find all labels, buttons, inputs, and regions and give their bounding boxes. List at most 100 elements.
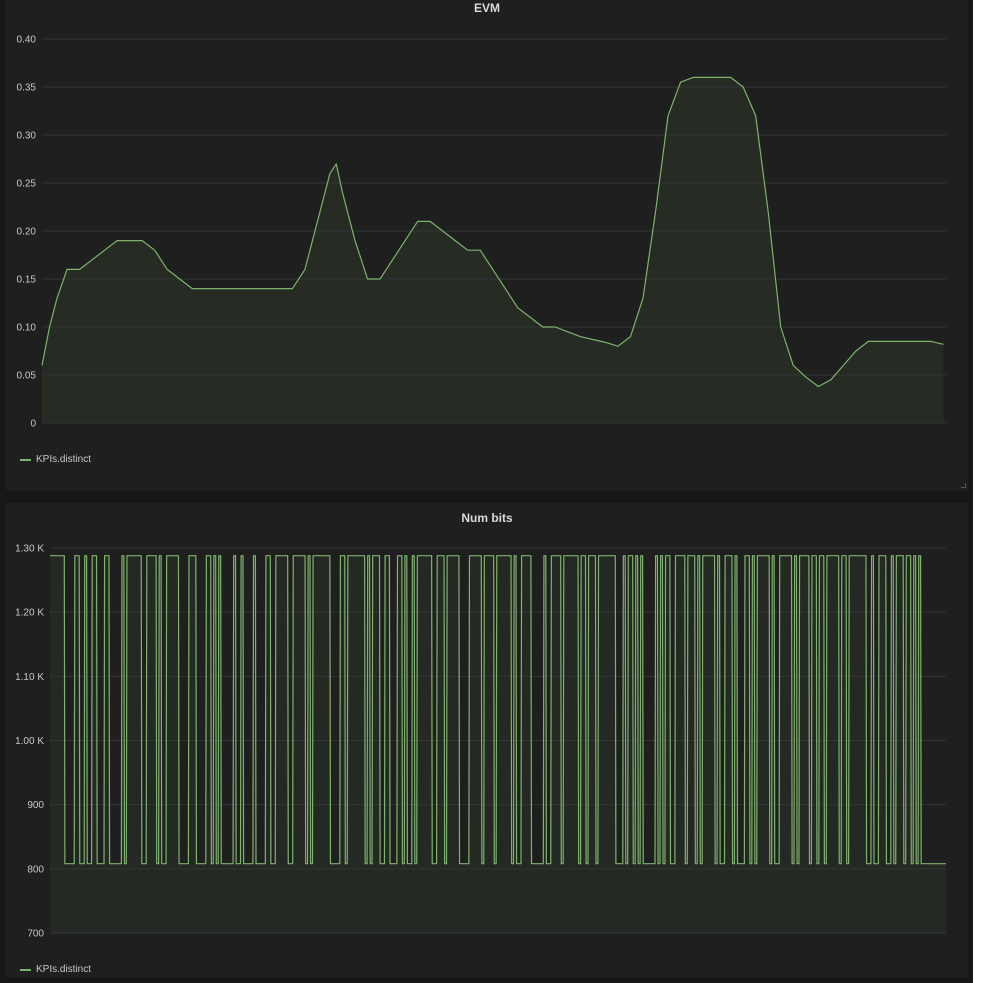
y-tick-label: 0.05 xyxy=(17,371,37,382)
data-point xyxy=(805,376,807,378)
y-tick-label: 1.10 K xyxy=(15,672,44,683)
data-point xyxy=(529,316,531,318)
data-point xyxy=(717,76,719,78)
data-point xyxy=(842,364,844,366)
data-point xyxy=(316,220,318,222)
data-point xyxy=(291,287,293,289)
data-point xyxy=(679,81,681,83)
data-point xyxy=(479,249,481,251)
num-bits-legend-label[interactable]: KPIs.distinct xyxy=(36,964,92,975)
data-point xyxy=(504,287,506,289)
data-point xyxy=(166,268,168,270)
data-point xyxy=(56,297,58,299)
data-point xyxy=(729,76,731,78)
y-tick-label: 700 xyxy=(27,929,44,940)
data-point xyxy=(830,379,832,381)
y-tick-label: 0.40 xyxy=(17,35,37,46)
y-tick-label: 800 xyxy=(27,864,44,875)
evm-chart: 00.050.100.150.200.250.300.350.4000:3400… xyxy=(17,35,946,430)
data-point xyxy=(454,239,456,241)
data-point xyxy=(78,268,80,270)
y-tick-label: 0.35 xyxy=(17,83,37,94)
data-point xyxy=(817,385,819,387)
data-point xyxy=(441,230,443,232)
data-point xyxy=(329,172,331,174)
data-point xyxy=(429,220,431,222)
data-point xyxy=(517,307,519,309)
data-point xyxy=(754,115,756,117)
evm-panel-title[interactable]: EVM xyxy=(473,1,500,15)
data-point xyxy=(66,268,68,270)
data-point xyxy=(892,340,894,342)
data-point xyxy=(416,220,418,222)
data-point xyxy=(341,191,343,193)
y-tick-label: 0.30 xyxy=(17,131,37,142)
data-point xyxy=(48,326,50,328)
data-point xyxy=(629,335,631,337)
data-point xyxy=(692,76,694,78)
data-point xyxy=(867,340,869,342)
data-point xyxy=(141,239,143,241)
data-point xyxy=(366,278,368,280)
data-point xyxy=(667,115,669,117)
data-point xyxy=(266,287,268,289)
data-point xyxy=(103,249,105,251)
data-point xyxy=(41,364,43,366)
data-point xyxy=(642,297,644,299)
num-bits-panel-title[interactable]: Num bits xyxy=(461,511,513,525)
data-point xyxy=(492,268,494,270)
data-point xyxy=(567,331,569,333)
data-point xyxy=(91,259,93,261)
data-point xyxy=(792,364,794,366)
data-point xyxy=(379,278,381,280)
data-point xyxy=(116,239,118,241)
data-point xyxy=(391,259,393,261)
data-point xyxy=(917,340,919,342)
data-point xyxy=(304,268,306,270)
data-point xyxy=(542,326,544,328)
data-point xyxy=(241,287,243,289)
data-point xyxy=(191,287,193,289)
num-bits-legend: KPIs.distinct xyxy=(20,964,91,975)
y-tick-label: 900 xyxy=(27,800,44,811)
data-point xyxy=(354,239,356,241)
data-point xyxy=(579,335,581,337)
data-point xyxy=(855,350,857,352)
data-point xyxy=(404,239,406,241)
data-point xyxy=(654,211,656,213)
data-point xyxy=(204,287,206,289)
data-point xyxy=(942,343,944,345)
y-tick-label: 1.30 K xyxy=(15,544,44,555)
series-area-fill xyxy=(42,77,944,424)
legend-color-swatch[interactable] xyxy=(20,458,31,461)
data-point xyxy=(780,326,782,328)
data-point xyxy=(592,338,594,340)
data-point xyxy=(880,340,882,342)
data-point xyxy=(128,239,130,241)
data-point xyxy=(767,211,769,213)
data-point xyxy=(153,249,155,251)
data-point xyxy=(216,287,218,289)
series-line xyxy=(50,555,946,865)
data-point xyxy=(179,278,181,280)
data-point xyxy=(617,345,619,347)
data-point xyxy=(554,326,556,328)
y-tick-label: 0.10 xyxy=(17,323,37,334)
series-area-fill xyxy=(50,555,946,933)
y-tick-label: 1.00 K xyxy=(15,736,44,747)
data-point xyxy=(467,249,469,251)
y-tick-label: 0.25 xyxy=(17,179,37,190)
data-point xyxy=(742,86,744,88)
evm-panel: 00.050.100.150.200.250.300.350.4000:3400… xyxy=(6,0,968,490)
evm-legend-label[interactable]: KPIs.distinct xyxy=(36,454,92,465)
series-line xyxy=(41,76,944,388)
data-point xyxy=(905,340,907,342)
panel-resize-handle[interactable] xyxy=(961,483,966,488)
data-point xyxy=(704,76,706,78)
y-tick-label: 0.15 xyxy=(17,275,37,286)
data-point xyxy=(604,341,606,343)
legend-color-swatch[interactable] xyxy=(20,968,31,971)
